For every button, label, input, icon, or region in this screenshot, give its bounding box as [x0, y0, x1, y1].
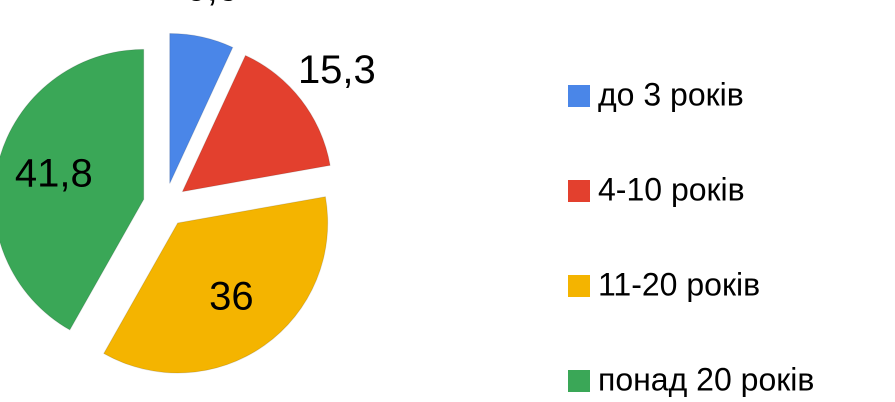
legend-swatch [568, 370, 590, 392]
legend-swatch [568, 275, 590, 297]
legend-label: 4-10 років [598, 171, 745, 207]
legend-swatch [568, 85, 590, 107]
pie-slice [169, 33, 234, 184]
data-label: 36 [209, 274, 254, 318]
data-label: 15,3 [298, 48, 376, 92]
data-label: 6,9 [185, 0, 241, 10]
legend-label: до 3 років [598, 76, 744, 112]
legend-swatch [568, 180, 590, 202]
legend-label: понад 20 років [598, 361, 814, 397]
pie-slice [181, 54, 331, 193]
legend-label: 11-20 років [598, 266, 760, 302]
data-label: 41,8 [15, 151, 93, 195]
pie-slice [103, 196, 329, 374]
pie-slice [0, 48, 145, 331]
